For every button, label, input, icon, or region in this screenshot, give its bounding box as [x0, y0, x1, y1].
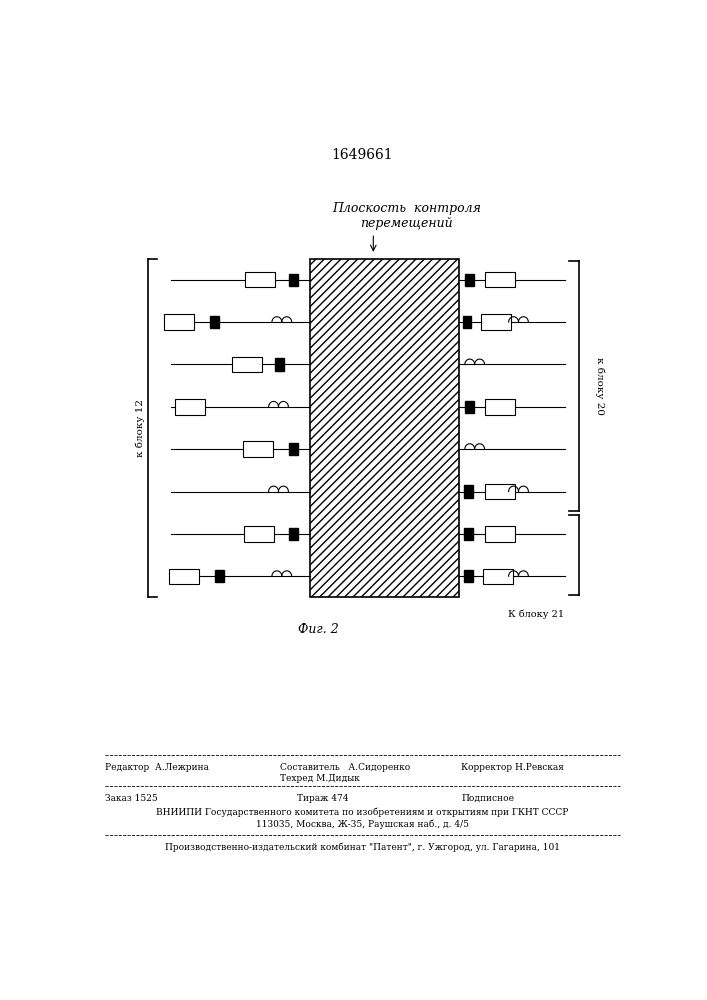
Bar	[210, 316, 218, 328]
Bar	[465, 274, 474, 286]
Text: Подписное: Подписное	[461, 794, 514, 803]
Bar	[243, 441, 273, 457]
Bar	[481, 314, 511, 330]
Bar	[483, 569, 513, 584]
Bar	[462, 316, 472, 328]
Bar	[485, 526, 515, 542]
Bar	[485, 484, 515, 499]
Bar	[289, 443, 298, 455]
Bar	[169, 569, 199, 584]
Text: перемещений: перемещений	[360, 217, 452, 230]
Bar	[310, 259, 459, 597]
Bar	[175, 399, 205, 415]
Text: Производственно-издательский комбинат "Патент", г. Ужгород, ул. Гагарина, 101: Производственно-издательский комбинат "П…	[165, 843, 560, 852]
Text: 1649661: 1649661	[332, 148, 393, 162]
Text: Плоскость  контроля: Плоскость контроля	[332, 202, 481, 215]
Text: Заказ 1525: Заказ 1525	[105, 794, 158, 803]
Bar	[289, 274, 298, 286]
Bar	[245, 272, 276, 287]
Text: ВНИИПИ Государственного комитета по изобретениям и открытиям при ГКНТ СССР: ВНИИПИ Государственного комитета по изоб…	[156, 807, 568, 817]
Bar	[216, 570, 224, 582]
Text: Редактор  А.Лежрина: Редактор А.Лежрина	[105, 763, 209, 772]
Text: Корректор Н.Ревская: Корректор Н.Ревская	[461, 763, 564, 772]
Bar	[464, 528, 473, 540]
Text: Составитель   А.Сидоренко: Составитель А.Сидоренко	[280, 763, 410, 772]
Text: к блоку 20: к блоку 20	[595, 357, 604, 415]
Bar	[485, 399, 515, 415]
Bar	[464, 485, 473, 498]
Text: к блоку 12: к блоку 12	[136, 399, 145, 457]
Bar	[465, 401, 474, 413]
Text: Фиг. 2: Фиг. 2	[298, 623, 339, 636]
Bar	[275, 358, 284, 371]
Bar	[232, 357, 262, 372]
Bar	[289, 528, 298, 540]
Bar	[244, 526, 274, 542]
Bar	[485, 272, 515, 287]
Bar	[164, 314, 194, 330]
Text: 113035, Москва, Ж-35, Раушская наб., д. 4/5: 113035, Москва, Ж-35, Раушская наб., д. …	[256, 820, 469, 829]
Text: Техред М.Дидык: Техред М.Дидык	[280, 774, 360, 783]
Text: Тираж 474: Тираж 474	[297, 794, 348, 803]
Text: К блоку 21: К блоку 21	[508, 609, 564, 619]
Bar	[464, 570, 473, 582]
